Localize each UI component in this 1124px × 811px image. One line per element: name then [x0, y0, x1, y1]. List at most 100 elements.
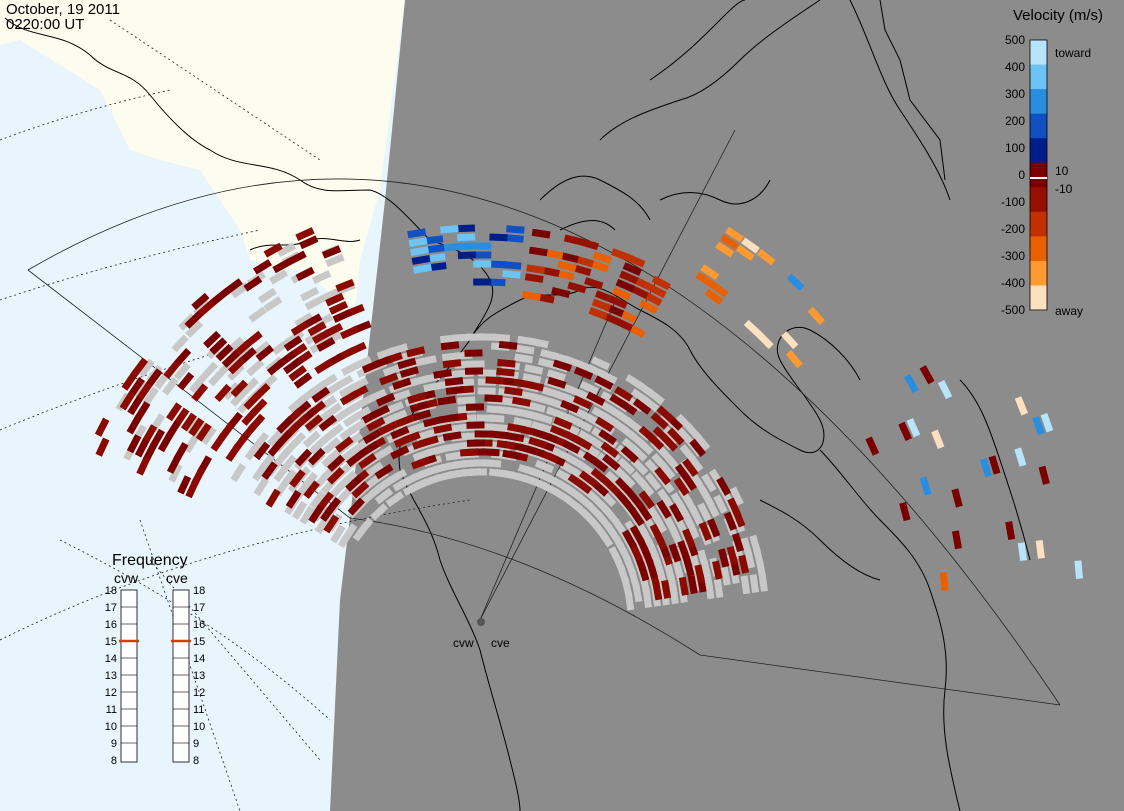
ground-scatter-cell: [183, 434, 200, 454]
frequency-tick-label: 15: [105, 636, 117, 648]
velocity-cell: [674, 463, 692, 483]
velocity-cell: [332, 309, 352, 323]
velocity-cell: [931, 429, 945, 449]
ground-scatter-cell: [330, 524, 346, 544]
velocity-cell: [709, 281, 729, 298]
ground-scatter-cell: [294, 312, 314, 328]
velocity-cell: [440, 413, 459, 424]
velocity-cell: [698, 521, 712, 542]
ground-scatter-cell: [546, 369, 567, 382]
velocity-cell: [362, 408, 382, 424]
velocity-cell: [174, 348, 192, 367]
velocity-cell: [285, 489, 302, 509]
ground-scatter-cell: [617, 457, 636, 475]
frequency-tick-label: 14: [193, 653, 205, 665]
velocity-cell: [157, 433, 173, 453]
velocity-cell: [629, 284, 649, 299]
ground-scatter-cell: [671, 556, 684, 577]
ground-scatter-cell: [749, 534, 762, 555]
velocity-cell: [128, 377, 145, 396]
velocity-cell: [177, 372, 195, 391]
velocity-color-swatch: [1030, 162, 1047, 188]
velocity-cell: [620, 445, 639, 464]
velocity-cell: [652, 426, 671, 444]
velocity-color-swatch: [1030, 138, 1047, 164]
velocity-cell: [407, 392, 427, 404]
ground-scatter-cell: [713, 579, 724, 598]
velocity-cell: [126, 434, 142, 454]
velocity-cell: [951, 488, 963, 508]
velocity-cell: [119, 391, 136, 411]
frequency-tick-label: 12: [105, 687, 117, 699]
ground-scatter-cell: [522, 372, 542, 384]
velocity-cell: [464, 367, 484, 375]
ground-scatter-cell: [540, 349, 560, 361]
velocity-cell: [95, 437, 110, 457]
velocity-cell: [716, 476, 732, 496]
velocity-cell: [1014, 447, 1027, 467]
ground-scatter-cell: [253, 477, 269, 497]
velocity-cell: [951, 530, 962, 550]
velocity-cell: [362, 428, 382, 445]
velocity-cell: [735, 244, 755, 261]
velocity-cell: [600, 441, 620, 459]
velocity-cell: [444, 377, 464, 386]
velocity-cell: [720, 234, 740, 250]
velocity-cell: [590, 467, 610, 485]
velocity-cell: [531, 228, 551, 239]
velocity-cell: [288, 365, 307, 382]
velocity-cell: [654, 466, 671, 486]
inner-tick-10: 10: [1055, 164, 1069, 178]
ground-scatter-cell: [271, 338, 291, 356]
velocity-cell: [552, 359, 572, 372]
velocity-cell: [378, 421, 398, 436]
velocity-cell: [276, 415, 294, 434]
ground-scatter-cell: [670, 492, 686, 512]
radar-sites: cvw cve: [453, 618, 510, 650]
velocity-cell: [282, 357, 302, 375]
velocity-cell: [723, 511, 738, 531]
velocity-cell: [210, 288, 229, 306]
frequency-tick-label: 13: [193, 670, 205, 682]
velocity-cell: [195, 422, 212, 442]
time-label: 0220:00 UT: [6, 16, 85, 33]
velocity-cell: [466, 421, 485, 429]
velocity-cell: [287, 250, 307, 266]
velocity-cell: [339, 325, 360, 340]
velocity-cell: [669, 503, 684, 523]
ground-scatter-cell: [320, 288, 340, 303]
velocity-cell: [592, 251, 612, 264]
ground-scatter-cell: [524, 364, 544, 375]
velocity-cell: [807, 306, 825, 325]
ground-scatter-cell: [651, 452, 669, 472]
ground-scatter-cell: [630, 388, 650, 405]
velocity-cell: [589, 260, 610, 273]
velocity-cell: [359, 441, 379, 457]
ground-scatter-cell: [299, 505, 315, 525]
velocity-cell: [303, 480, 320, 499]
velocity-cell: [1035, 539, 1045, 559]
frequency-tick-label: 16: [193, 619, 205, 631]
velocity-cell: [224, 278, 243, 295]
ground-scatter-cell: [445, 451, 465, 461]
velocity-cell: [919, 476, 932, 496]
ground-scatter-cell: [263, 296, 283, 312]
radar-label-cvw: cvw: [453, 636, 474, 650]
velocity-cell: [326, 467, 345, 485]
ground-scatter-cell: [697, 502, 712, 522]
frequency-tick-label: 14: [105, 653, 117, 665]
velocity-cell: [1074, 560, 1083, 579]
velocity-cell: [651, 275, 671, 291]
velocity-cell: [358, 452, 377, 470]
frequency-tick-label: 10: [105, 721, 117, 733]
velocity-cell: [484, 394, 503, 403]
ladder-frame: [172, 589, 190, 763]
velocity-cell: [374, 463, 394, 480]
velocity-cell: [528, 246, 548, 257]
ground-scatter-cell: [308, 437, 327, 455]
ground-scatter-cell: [222, 382, 241, 400]
velocity-cell: [594, 416, 614, 433]
velocity-cell: [694, 564, 706, 584]
velocity-cell: [394, 414, 415, 428]
ground-scatter-cell: [449, 423, 469, 433]
